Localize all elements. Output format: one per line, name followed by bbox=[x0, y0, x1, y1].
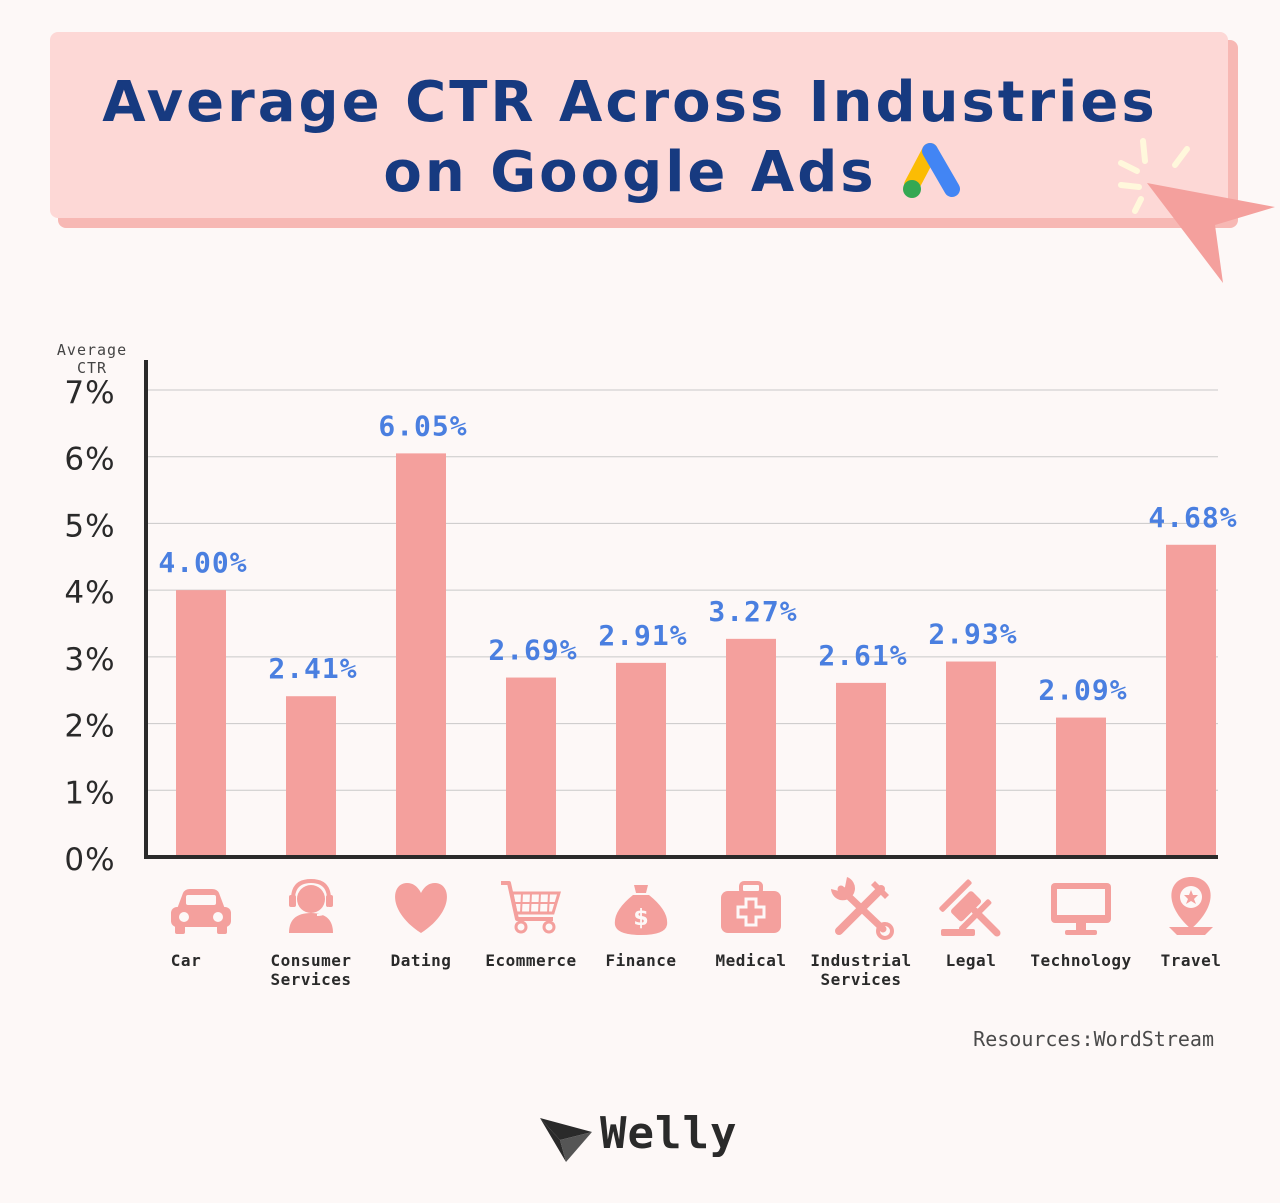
tools-icon bbox=[831, 877, 894, 940]
category-label: Consumer bbox=[270, 951, 351, 970]
category-label: Ecommerce bbox=[485, 951, 576, 970]
cursor-pointer-icon bbox=[1118, 138, 1275, 283]
car-icon bbox=[171, 889, 231, 934]
bar bbox=[396, 453, 446, 857]
chart-title-line2: on Google Ads bbox=[383, 140, 877, 205]
y-tick-label: 5% bbox=[64, 508, 115, 544]
brand-name: Welly bbox=[600, 1108, 738, 1159]
y-tick-label: 6% bbox=[64, 442, 115, 478]
bar-value-label: 2.91% bbox=[598, 619, 687, 652]
cart-icon bbox=[501, 881, 562, 934]
headset-icon bbox=[289, 878, 333, 933]
bar-value-label: 3.27% bbox=[708, 595, 797, 628]
location-pin-icon bbox=[1169, 877, 1213, 935]
category-label: Services bbox=[820, 970, 901, 989]
category-label: Legal bbox=[946, 951, 997, 970]
y-tick-label: 4% bbox=[64, 575, 115, 611]
medical-kit-icon bbox=[721, 881, 781, 933]
bar bbox=[946, 661, 996, 857]
bar bbox=[836, 682, 886, 857]
bar bbox=[176, 590, 226, 857]
bar bbox=[1166, 544, 1216, 857]
bar-value-label: 4.00% bbox=[158, 546, 247, 579]
category-label: Services bbox=[270, 970, 351, 989]
title-banner bbox=[50, 32, 1228, 218]
bar-value-label: 2.41% bbox=[268, 652, 357, 685]
bar bbox=[616, 662, 666, 857]
y-axis-label: Average bbox=[57, 341, 127, 359]
y-tick-label: 2% bbox=[64, 709, 115, 745]
bar-value-label: 6.05% bbox=[378, 409, 467, 442]
bar bbox=[286, 696, 336, 857]
category-label: Travel bbox=[1161, 951, 1222, 970]
brand-logo: Welly bbox=[538, 1108, 758, 1170]
money-bag-icon: $ bbox=[614, 885, 668, 935]
bar-value-label: 2.93% bbox=[928, 618, 1017, 651]
category-label: Industrial bbox=[810, 951, 911, 970]
chart-title-line1: Average CTR Across Industries bbox=[102, 70, 1158, 135]
bar bbox=[726, 638, 776, 857]
bar-value-label: 2.61% bbox=[818, 639, 907, 672]
monitor-icon bbox=[1051, 883, 1111, 935]
gavel-icon bbox=[939, 879, 1001, 937]
google-ads-icon bbox=[903, 143, 960, 198]
bar bbox=[1056, 717, 1106, 857]
category-label: Dating bbox=[391, 951, 452, 970]
bar-value-label: 4.68% bbox=[1148, 501, 1237, 534]
bar-value-label: 2.09% bbox=[1038, 674, 1127, 707]
heart-icon bbox=[395, 883, 447, 933]
svg-text:$: $ bbox=[633, 906, 648, 931]
category-label: Car bbox=[171, 951, 201, 970]
y-tick-label: 7% bbox=[64, 375, 115, 411]
y-tick-label: 1% bbox=[64, 775, 115, 811]
source-credit: Resources:WordStream bbox=[973, 1027, 1214, 1051]
paper-plane-icon bbox=[540, 1118, 592, 1162]
bar bbox=[506, 677, 556, 857]
y-axis-label: CTR bbox=[77, 359, 107, 377]
y-tick-label: 3% bbox=[64, 642, 115, 678]
y-tick-label: 0% bbox=[64, 842, 115, 878]
category-label: Finance bbox=[606, 951, 677, 970]
bar-value-label: 2.69% bbox=[488, 634, 577, 667]
category-label: Technology bbox=[1030, 951, 1131, 970]
category-label: Medical bbox=[716, 951, 787, 970]
